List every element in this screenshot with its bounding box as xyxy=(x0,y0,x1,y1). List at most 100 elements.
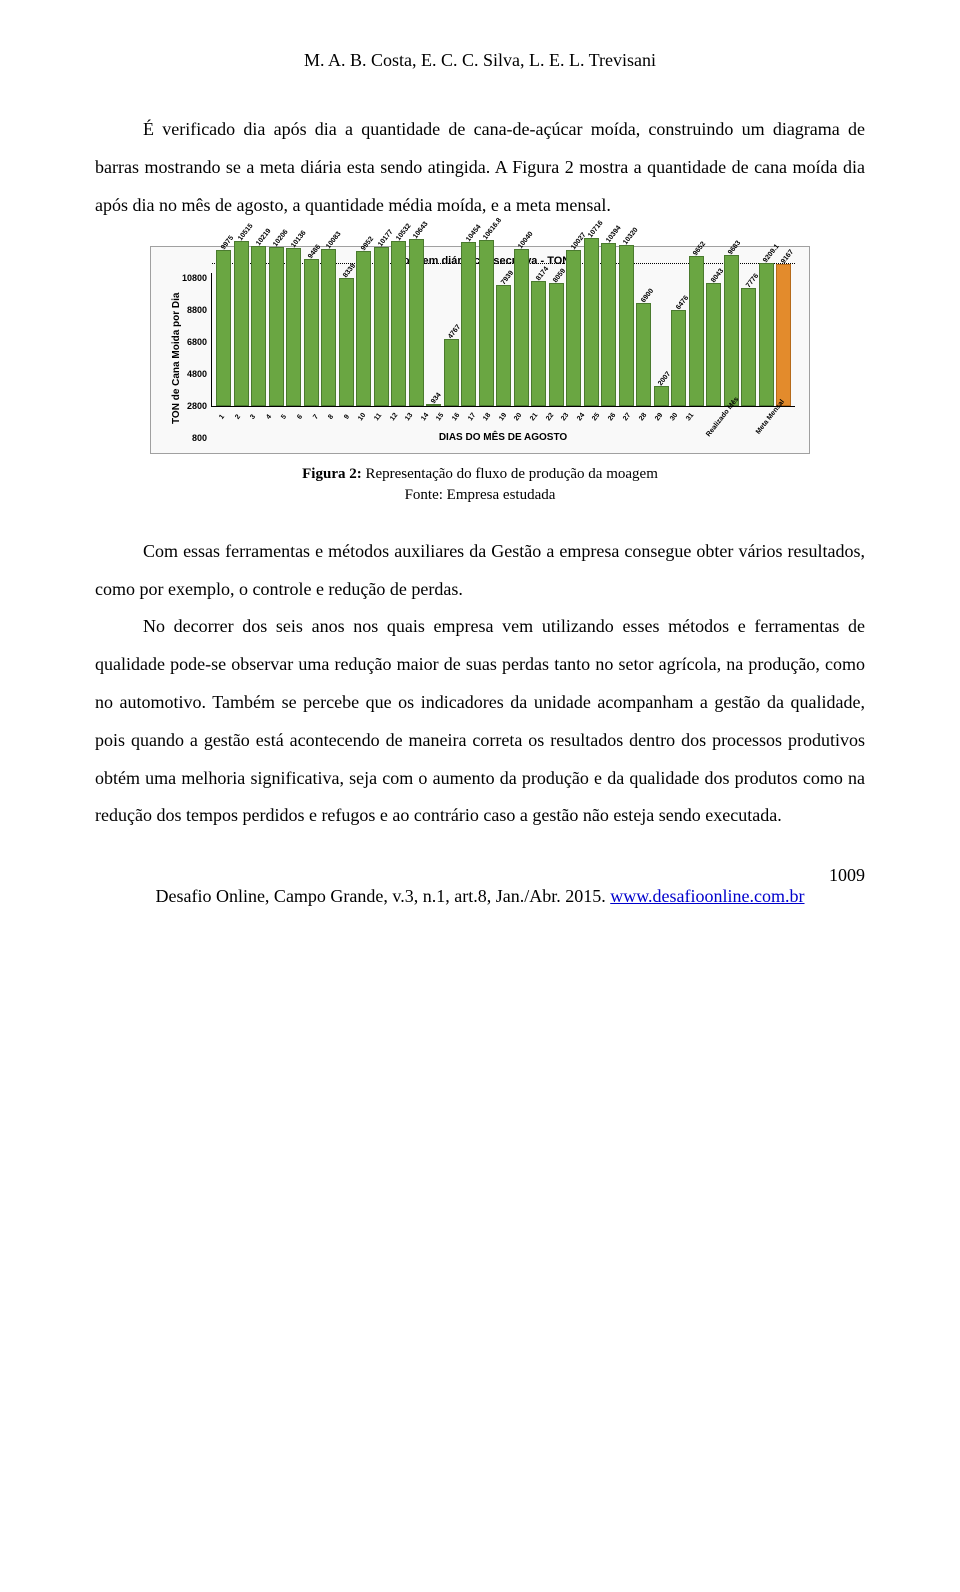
bar xyxy=(286,248,301,407)
x-tick: 26 xyxy=(605,410,619,425)
bar-wrap: 8043 xyxy=(706,283,721,406)
bar xyxy=(741,288,756,407)
page-number: 1009 xyxy=(95,865,865,886)
bar-wrap: 10083 xyxy=(321,249,336,407)
bar-value-label: 9952 xyxy=(360,235,375,252)
bar xyxy=(496,285,511,406)
bar xyxy=(356,251,371,407)
bar xyxy=(479,240,494,407)
figure-2-container: Moagem diária consecutiva - TON TON de C… xyxy=(95,246,865,454)
bar-wrap: 9975 xyxy=(216,250,231,406)
bar-value-label: 7939 xyxy=(500,270,515,287)
bar-wrap: 10320 xyxy=(619,245,634,407)
x-tick: 25 xyxy=(590,410,604,425)
paragraph-2: Com essas ferramentas e métodos auxiliar… xyxy=(95,533,865,609)
bar-wrap: 9167 xyxy=(776,264,791,406)
bar-wrap: 7939 xyxy=(496,285,511,406)
bar-value-label: 10320 xyxy=(622,226,640,246)
bar-wrap: 10515 xyxy=(234,241,249,406)
bar xyxy=(776,264,791,406)
plot-area: 9975105151021910206101369486100838339995… xyxy=(211,273,795,407)
bar xyxy=(689,256,704,406)
bar-value-label: 8043 xyxy=(710,268,725,285)
y-tick: 6800 xyxy=(182,337,207,347)
bar-wrap: 9652 xyxy=(689,256,704,406)
bar xyxy=(671,310,686,406)
bar-value-label: 9683 xyxy=(727,240,742,257)
bar xyxy=(706,283,721,406)
bar-wrap: 9209.1 xyxy=(759,263,774,406)
bar-wrap: 8339 xyxy=(339,278,354,406)
bar xyxy=(426,404,441,406)
y-tick: 8800 xyxy=(182,305,207,315)
chart-box: Moagem diária consecutiva - TON TON de C… xyxy=(150,246,810,454)
bar-wrap: 10136 xyxy=(286,248,301,407)
bar-value-label: 7776 xyxy=(745,272,760,289)
bar xyxy=(374,247,389,406)
bar xyxy=(269,247,284,407)
bar-wrap: 4767 xyxy=(444,339,459,406)
bar-wrap: 10454 xyxy=(461,242,476,406)
figure-caption-text: Representação do fluxo de produção da mo… xyxy=(362,466,658,482)
bar-wrap: 8059 xyxy=(549,283,564,406)
x-tick: 3 xyxy=(247,410,261,425)
bar xyxy=(234,241,249,406)
footer-link[interactable]: www.desafioonline.com.br xyxy=(610,886,804,906)
bar-wrap: 10040 xyxy=(514,249,529,406)
bar-value-label: 6900 xyxy=(640,287,655,304)
bar xyxy=(759,263,774,406)
bar-wrap: 10219 xyxy=(251,246,266,406)
bars-container: 9975105151021910206101369486100838339995… xyxy=(212,273,795,406)
bar xyxy=(601,243,616,406)
bar-wrap: 10716 xyxy=(584,238,599,407)
page-header: M. A. B. Costa, E. C. C. Silva, L. E. L.… xyxy=(95,50,865,71)
x-tick: 9 xyxy=(340,410,354,425)
bar xyxy=(654,386,669,407)
bar-wrap: 934 xyxy=(426,404,441,406)
x-tick: 30 xyxy=(668,410,682,425)
x-tick: 13 xyxy=(403,410,417,425)
bar-value-label: 10515 xyxy=(237,223,255,243)
figure-caption: Figura 2: Representação do fluxo de prod… xyxy=(95,464,865,505)
bar-value-label: 8174 xyxy=(535,266,550,283)
bar-wrap: 10394 xyxy=(601,243,616,406)
bar xyxy=(304,259,319,407)
bar xyxy=(409,239,424,406)
bar-value-label: 8059 xyxy=(552,268,567,285)
x-axis-ticks: 1234567891011121314151617181920212223242… xyxy=(211,407,795,416)
bar-wrap: 7776 xyxy=(741,288,756,407)
y-tick: 4800 xyxy=(182,369,207,379)
x-tick: 12 xyxy=(387,410,401,425)
y-tick: 800 xyxy=(182,433,207,443)
bar-value-label: 10083 xyxy=(325,230,343,250)
x-tick: 2 xyxy=(231,410,245,425)
bar xyxy=(549,283,564,406)
bar xyxy=(724,255,739,406)
bar-value-label: 10206 xyxy=(272,228,290,248)
bar xyxy=(216,250,231,406)
x-tick: 18 xyxy=(481,410,495,425)
bar-value-label: 9975 xyxy=(220,235,235,252)
y-axis-label: TON de Cana Moida por Dia xyxy=(169,273,182,443)
x-tick: 21 xyxy=(527,410,541,425)
x-tick: 17 xyxy=(465,410,479,425)
bar-wrap: 9952 xyxy=(356,251,371,407)
x-tick: 5 xyxy=(278,410,292,425)
x-tick: 27 xyxy=(621,410,635,425)
bar xyxy=(566,250,581,407)
paragraph-1: É verificado dia após dia a quantidade d… xyxy=(95,111,865,224)
bar-value-label: 4767 xyxy=(447,324,462,341)
x-tick: 15 xyxy=(434,410,448,425)
x-tick: 1 xyxy=(215,410,229,425)
bar xyxy=(619,245,634,407)
bar-wrap: 6476 xyxy=(671,310,686,406)
x-tick: 23 xyxy=(558,410,572,425)
bar-wrap: 10206 xyxy=(269,247,284,407)
bar xyxy=(514,249,529,406)
x-tick: 6 xyxy=(293,410,307,425)
bar-wrap: 10532 xyxy=(391,241,406,406)
bar xyxy=(339,278,354,406)
bar-wrap: 8174 xyxy=(531,281,546,406)
x-tick: 19 xyxy=(496,410,510,425)
y-tick: 2800 xyxy=(182,401,207,411)
